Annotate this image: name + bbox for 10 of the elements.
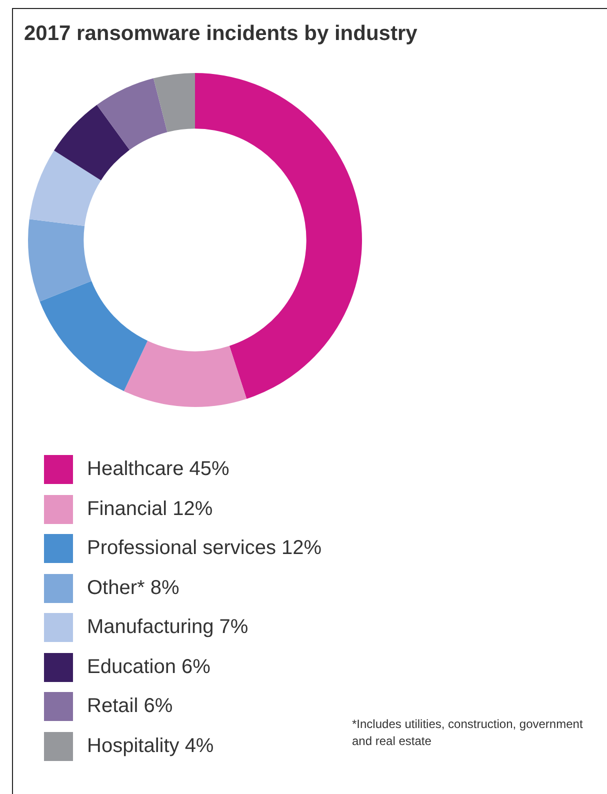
chart-title: 2017 ransomware incidents by industry <box>24 22 418 46</box>
legend-label: Retail 6% <box>87 695 173 718</box>
legend-label: Manufacturing 7% <box>87 616 248 640</box>
legend-label: Healthcare 45% <box>87 458 230 482</box>
legend-label: Hospitality 4% <box>87 734 214 758</box>
text: *Includes utilities, construction, government and real estate <box>352 716 584 750</box>
legend-label: Financial 12% <box>87 498 213 521</box>
legend-label: Other* 8% <box>87 576 180 600</box>
legend-label: Education 6% <box>87 656 210 679</box>
legend-label: Professional services 12% <box>87 537 322 560</box>
